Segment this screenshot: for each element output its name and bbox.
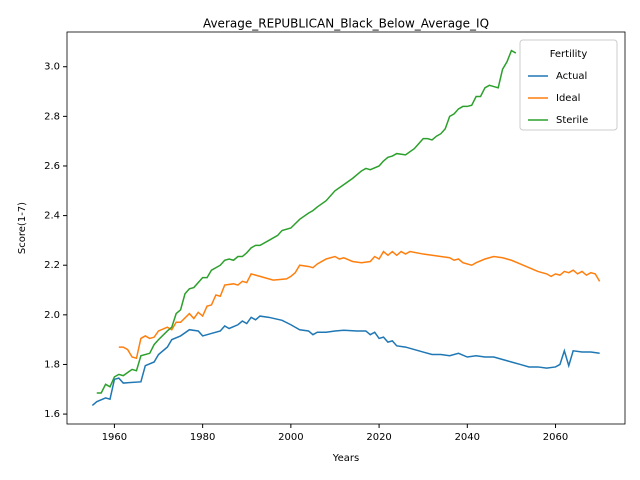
chart-title: Average_REPUBLICAN_Black_Below_Average_I… [203, 17, 489, 31]
x-tick-label: 1960 [102, 432, 127, 443]
plot-frame [66, 31, 626, 425]
y-tick-label: 2.8 [44, 111, 60, 122]
legend-label: Actual [556, 71, 587, 82]
x-tick-label: 2040 [455, 432, 480, 443]
x-tick-label: 2000 [278, 432, 303, 443]
x-tick-label: 2020 [366, 432, 391, 443]
x-axis-label: Years [332, 453, 359, 464]
series-line [91, 315, 600, 406]
x-tick-label: 1980 [190, 432, 215, 443]
y-tick-label: 2.0 [44, 310, 60, 321]
series-line [96, 49, 517, 394]
y-tick-label: 1.6 [44, 409, 60, 420]
legend-title: Fertility [550, 49, 588, 60]
legend-label: Sterile [556, 115, 588, 126]
series-line [118, 250, 601, 360]
legend-label: Ideal [556, 93, 580, 104]
y-tick-label: 2.4 [44, 211, 60, 222]
y-tick-label: 3.0 [44, 62, 60, 73]
x-tick-label: 2060 [543, 432, 568, 443]
y-tick-label: 1.8 [44, 359, 60, 370]
y-axis-label: Score(1-7) [17, 202, 28, 254]
y-tick-label: 2.6 [44, 161, 60, 172]
y-tick-label: 2.2 [44, 260, 60, 271]
legend-box [519, 39, 618, 131]
